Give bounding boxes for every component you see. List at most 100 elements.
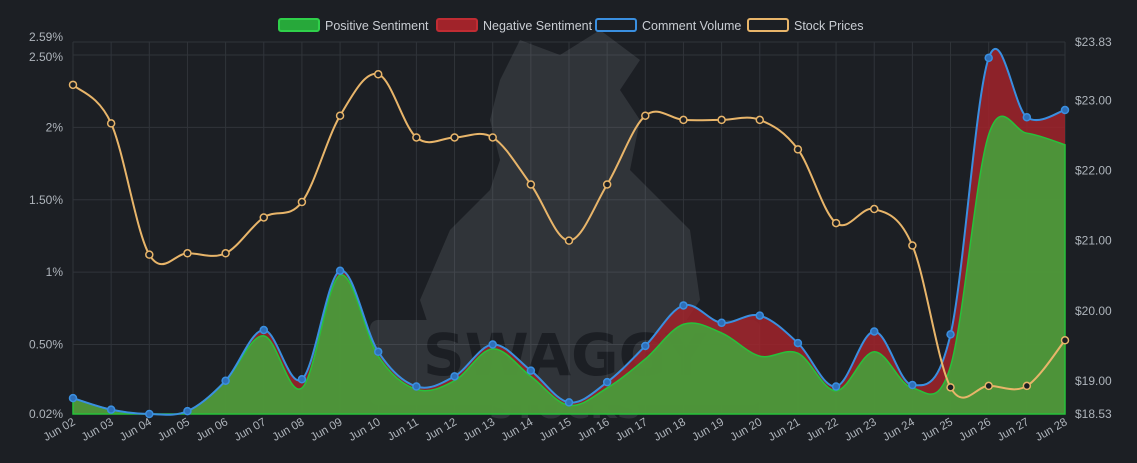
comment-volume-point[interactable]	[1022, 113, 1032, 122]
stock-price-point[interactable]	[831, 218, 841, 228]
left-tick-label: 1.50%	[29, 193, 63, 207]
comment-volume-point[interactable]	[145, 409, 154, 419]
comment-volume-point[interactable]	[297, 375, 307, 384]
stock-price-point[interactable]	[717, 115, 726, 125]
stock-price-point[interactable]	[641, 111, 650, 120]
legend-label: Comment Volume	[642, 19, 741, 33]
left-tick-label: 0.02%	[29, 407, 63, 421]
data-points	[68, 53, 1070, 419]
comment-volume-point[interactable]	[412, 382, 421, 391]
left-tick-label: 2%	[46, 120, 64, 134]
stock-price-point[interactable]	[793, 145, 803, 154]
x-tick-label: Jun 28	[1034, 416, 1070, 444]
stock-price-point[interactable]	[183, 249, 192, 258]
right-tick-label: $22.00	[1075, 163, 1112, 177]
comment-volume-point[interactable]	[717, 318, 726, 328]
comment-volume-point[interactable]	[259, 325, 269, 335]
stock-price-point[interactable]	[869, 204, 879, 214]
legend-label: Positive Sentiment	[325, 19, 429, 33]
stock-price-point[interactable]	[602, 180, 612, 189]
stock-price-point[interactable]	[68, 80, 78, 90]
stock-price-point[interactable]	[412, 133, 421, 142]
stock-price-point[interactable]	[259, 213, 269, 222]
legend-label: Stock Prices	[794, 19, 863, 33]
comment-volume-point[interactable]	[641, 341, 650, 351]
stock-price-point[interactable]	[679, 115, 688, 125]
x-tick-label: Jun 10	[347, 416, 383, 444]
x-tick-label: Jun 04	[118, 416, 154, 444]
legend-swatch	[747, 18, 789, 32]
legend-item-positive-sentiment[interactable]: Positive Sentiment	[278, 18, 429, 33]
comment-volume-point[interactable]	[373, 347, 383, 357]
comment-volume-point[interactable]	[526, 366, 536, 375]
x-tick-label: Jun 22	[805, 416, 841, 444]
x-tick-label: Jun 03	[80, 416, 116, 444]
x-tick-label: Jun 13	[461, 416, 497, 444]
left-tick-label: 2.59%	[29, 30, 63, 44]
stock-price-point[interactable]	[908, 241, 917, 250]
comment-volume-point[interactable]	[679, 301, 688, 310]
comment-volume-point[interactable]	[106, 405, 116, 414]
legend-swatch	[595, 18, 637, 32]
comment-volume-point[interactable]	[335, 266, 345, 275]
legend-item-stock-prices[interactable]: Stock Prices	[747, 18, 863, 33]
stock-price-point[interactable]	[106, 119, 116, 128]
stock-price-point[interactable]	[984, 381, 993, 391]
comment-volume-point[interactable]	[793, 338, 803, 348]
comment-volume-point[interactable]	[946, 330, 955, 339]
right-axis: $18.53 $19.00 $20.00 $21.00 $22.00 $23.00 $23.…	[1075, 35, 1112, 421]
watermark-mascot-icon	[420, 30, 700, 330]
stock-price-point[interactable]	[946, 383, 955, 392]
stock-price-point[interactable]	[221, 249, 230, 258]
stock-price-point[interactable]	[1060, 336, 1070, 345]
comment-volume-point[interactable]	[68, 393, 78, 403]
x-tick-label: Jun 05	[156, 416, 192, 444]
comment-volume-point[interactable]	[831, 382, 841, 391]
stock-price-point[interactable]	[450, 133, 459, 142]
right-tick-label: $19.00	[1075, 374, 1112, 388]
stock-price-point[interactable]	[755, 115, 765, 125]
x-tick-label: Jun 12	[423, 416, 459, 444]
comment-volume-point[interactable]	[984, 53, 993, 63]
stock-price-point[interactable]	[564, 236, 574, 245]
stock-price-point[interactable]	[488, 133, 497, 142]
stock-price-point[interactable]	[145, 250, 154, 259]
comment-volume-line	[72, 47, 1066, 416]
x-tick-label: Jun 25	[919, 416, 955, 444]
comment-volume-point[interactable]	[908, 380, 917, 390]
stock-price-point[interactable]	[373, 70, 383, 79]
x-tick-label: Jun 26	[957, 416, 993, 444]
right-tick-label: $23.00	[1075, 93, 1112, 107]
legend: Positive Sentiment Negative Sentiment Comm…	[278, 18, 863, 33]
comment-volume-point[interactable]	[221, 376, 230, 385]
comment-volume-point[interactable]	[183, 406, 192, 416]
stock-price-point[interactable]	[297, 197, 307, 207]
legend-swatch	[436, 18, 478, 32]
legend-item-negative-sentiment[interactable]: Negative Sentiment	[436, 18, 593, 33]
right-tick-label: $18.53	[1075, 407, 1112, 421]
comment-volume-point[interactable]	[488, 340, 497, 349]
comment-volume-point[interactable]	[869, 327, 879, 336]
comment-volume-point[interactable]	[602, 377, 612, 387]
left-tick-label: 2.50%	[29, 50, 63, 64]
comment-volume-point[interactable]	[755, 311, 765, 320]
comment-volume-point[interactable]	[564, 398, 574, 407]
legend-item-comment-volume[interactable]: Comment Volume	[595, 18, 741, 33]
legend-swatch	[278, 18, 320, 32]
x-tick-label: Jun 11	[386, 416, 421, 443]
right-tick-label: $20.00	[1075, 304, 1112, 318]
stock-price-point[interactable]	[526, 180, 536, 189]
x-tick-label: Jun 24	[881, 416, 917, 444]
x-tick-label: Jun 27	[995, 416, 1031, 444]
x-tick-label: Jun 20	[728, 416, 764, 444]
x-tick-label: Jun 09	[309, 416, 345, 444]
stock-price-point[interactable]	[1022, 381, 1032, 391]
right-tick-label: $23.83	[1075, 35, 1112, 49]
comment-volume-point[interactable]	[1060, 105, 1070, 115]
left-tick-label: 1%	[46, 265, 64, 279]
x-tick-label: Jun 18	[652, 416, 688, 444]
comment-volume-point[interactable]	[450, 372, 459, 381]
legend-label: Negative Sentiment	[483, 19, 593, 33]
stock-price-point[interactable]	[335, 111, 345, 120]
